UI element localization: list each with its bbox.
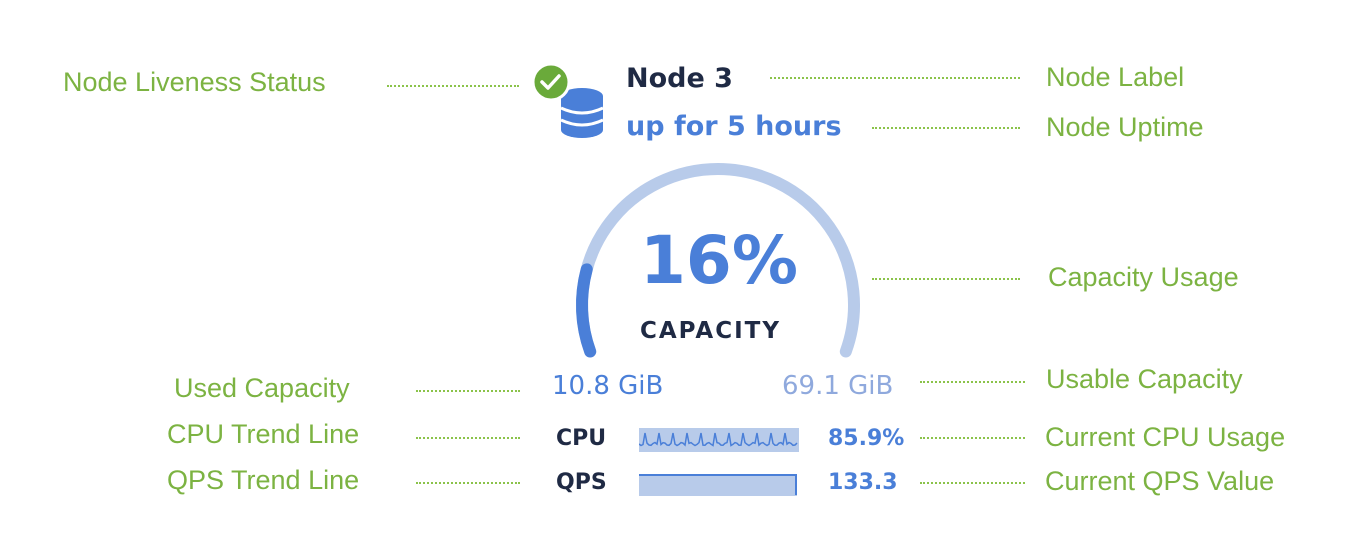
annotation-label: Node Label: [1046, 62, 1185, 92]
annotation-cpu-trend: CPU Trend Line: [167, 419, 360, 449]
qps-trend-line: [639, 474, 797, 496]
annotation-liveness: Node Liveness Status: [63, 67, 326, 97]
leader-line: [387, 85, 519, 87]
database-icon: [560, 88, 604, 138]
annotation-usable: Usable Capacity: [1046, 364, 1243, 394]
cpu-trend-line: [639, 428, 799, 452]
capacity-percent: 16%: [640, 222, 798, 299]
cpu-value: 85.9%: [828, 426, 905, 451]
check-circle-icon: [531, 62, 571, 102]
cpu-label: CPU: [556, 426, 607, 451]
sparkline-bg: [639, 428, 799, 452]
annotation-cpu-current: Current CPU Usage: [1045, 422, 1286, 452]
annotation-qps-current: Current QPS Value: [1045, 466, 1275, 496]
leader-line: [416, 482, 520, 484]
leader-line: [920, 437, 1025, 439]
leader-line: [872, 278, 1020, 280]
qps-sparkline: [639, 474, 797, 495]
leader-line: [770, 77, 1020, 79]
usable-capacity: 69.1 GiB: [782, 371, 894, 401]
leader-line: [416, 390, 520, 392]
leader-line: [920, 381, 1025, 383]
leader-line: [920, 482, 1025, 484]
annotation-used: Used Capacity: [174, 373, 350, 403]
leader-line: [872, 127, 1020, 129]
capacity-label: CAPACITY: [640, 318, 782, 344]
annotation-qps-trend: QPS Trend Line: [167, 465, 360, 495]
used-capacity: 10.8 GiB: [552, 371, 664, 401]
sparkline-bg: [639, 475, 797, 496]
capacity-gauge: [576, 163, 860, 358]
gauge-fill: [576, 263, 597, 358]
cpu-sparkline: [639, 432, 798, 447]
leader-line: [416, 437, 520, 439]
node-status-icons: [531, 62, 604, 138]
node-uptime: up for 5 hours: [626, 111, 842, 142]
node-label: Node 3: [626, 63, 733, 94]
qps-label: QPS: [556, 470, 607, 495]
annotation-uptime: Node Uptime: [1046, 112, 1204, 142]
annotation-capacity: Capacity Usage: [1048, 262, 1239, 292]
qps-value: 133.3: [828, 470, 898, 495]
